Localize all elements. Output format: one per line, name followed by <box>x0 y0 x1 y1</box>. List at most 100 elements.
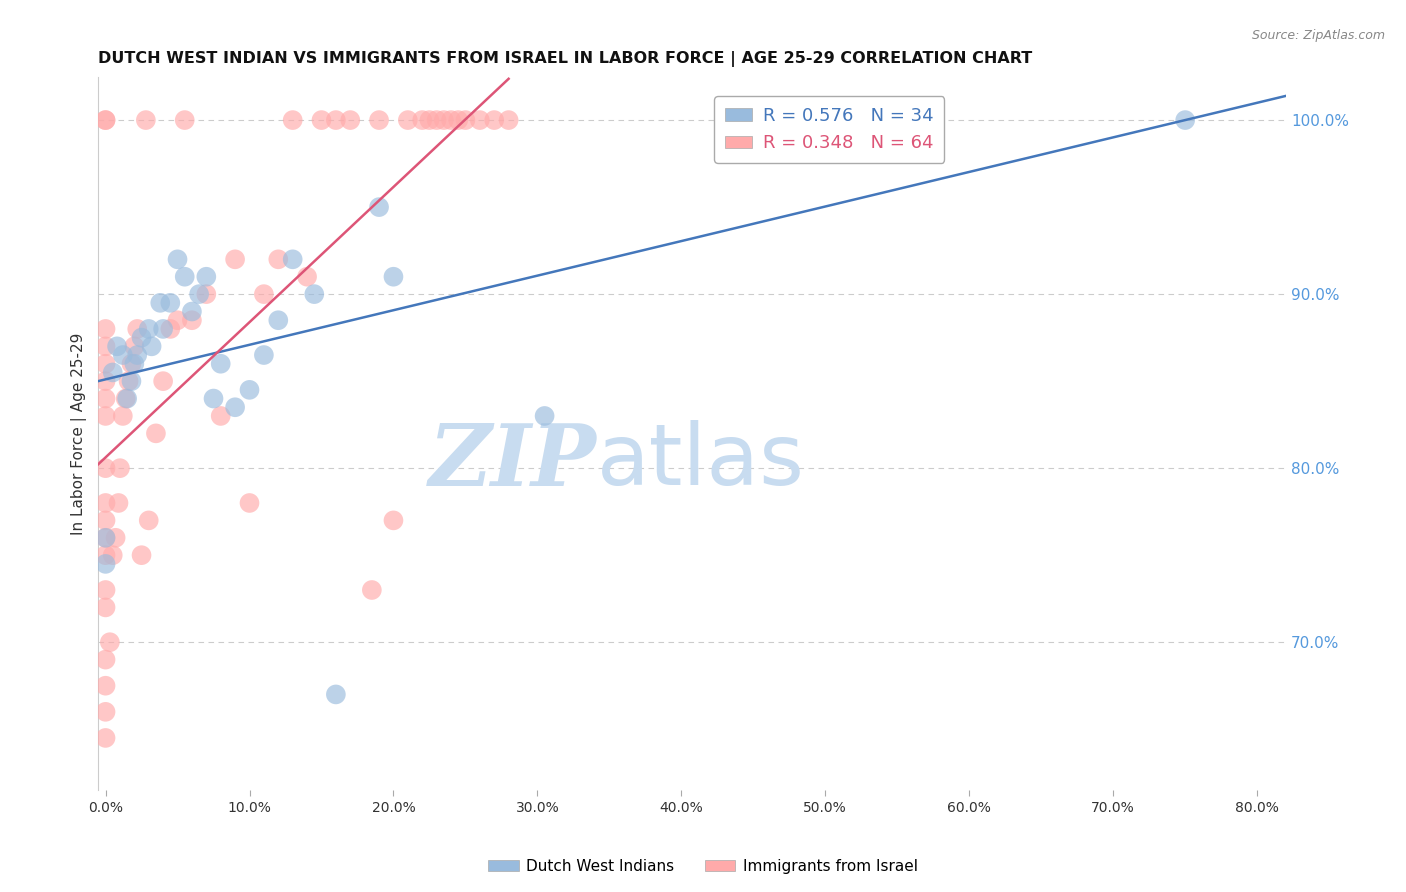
Point <box>484 113 506 128</box>
Point <box>433 113 456 128</box>
Point <box>138 513 160 527</box>
Point <box>181 313 204 327</box>
Point <box>368 113 391 128</box>
Point <box>94 548 117 562</box>
Point <box>533 409 555 423</box>
Point <box>115 392 138 406</box>
Point <box>267 313 290 327</box>
Point <box>98 635 121 649</box>
Point <box>418 113 440 128</box>
Point <box>209 357 232 371</box>
Point <box>101 366 124 380</box>
Point <box>94 531 117 545</box>
Point <box>120 357 142 371</box>
Point <box>94 652 117 666</box>
Point <box>94 339 117 353</box>
Point <box>238 496 260 510</box>
Point <box>94 531 117 545</box>
Point <box>159 322 181 336</box>
Point <box>149 295 172 310</box>
Point <box>447 113 470 128</box>
Point <box>454 113 477 128</box>
Point <box>360 582 382 597</box>
Point <box>124 357 146 371</box>
Point <box>396 113 419 128</box>
Point <box>138 322 160 336</box>
Point <box>101 548 124 562</box>
Point <box>108 461 131 475</box>
Point <box>339 113 361 128</box>
Point <box>124 339 146 353</box>
Legend: Dutch West Indians, Immigrants from Israel: Dutch West Indians, Immigrants from Isra… <box>482 853 924 880</box>
Point <box>173 269 195 284</box>
Point <box>188 287 211 301</box>
Point <box>152 374 174 388</box>
Point <box>94 357 117 371</box>
Point <box>111 409 134 423</box>
Point <box>105 339 128 353</box>
Point <box>468 113 491 128</box>
Point <box>382 513 405 527</box>
Point <box>325 687 347 701</box>
Point <box>94 409 117 423</box>
Point <box>173 113 195 128</box>
Point <box>94 374 117 388</box>
Point <box>120 374 142 388</box>
Point <box>141 339 163 353</box>
Point <box>224 401 246 415</box>
Point <box>94 322 117 336</box>
Point <box>131 548 153 562</box>
Point <box>152 322 174 336</box>
Legend: R = 0.576   N = 34, R = 0.348   N = 64: R = 0.576 N = 34, R = 0.348 N = 64 <box>714 96 945 163</box>
Point <box>181 304 204 318</box>
Text: atlas: atlas <box>598 420 806 503</box>
Point <box>195 287 218 301</box>
Point <box>311 113 333 128</box>
Point <box>209 409 232 423</box>
Point <box>202 392 225 406</box>
Text: DUTCH WEST INDIAN VS IMMIGRANTS FROM ISRAEL IN LABOR FORCE | AGE 25-29 CORRELATI: DUTCH WEST INDIAN VS IMMIGRANTS FROM ISR… <box>98 51 1032 67</box>
Point <box>94 731 117 745</box>
Point <box>107 496 129 510</box>
Point <box>94 461 117 475</box>
Point <box>94 600 117 615</box>
Point <box>104 531 127 545</box>
Point <box>1174 113 1197 128</box>
Point <box>111 348 134 362</box>
Point <box>368 200 391 214</box>
Point <box>224 252 246 267</box>
Point <box>94 557 117 571</box>
Point <box>426 113 449 128</box>
Point <box>440 113 463 128</box>
Text: Source: ZipAtlas.com: Source: ZipAtlas.com <box>1251 29 1385 42</box>
Point <box>127 348 149 362</box>
Point <box>295 269 318 284</box>
Point <box>382 269 405 284</box>
Point <box>195 269 218 284</box>
Point <box>135 113 157 128</box>
Point <box>253 348 276 362</box>
Point <box>267 252 290 267</box>
Point <box>145 426 167 441</box>
Point <box>411 113 433 128</box>
Point <box>94 679 117 693</box>
Point <box>159 295 181 310</box>
Point <box>131 331 153 345</box>
Point <box>828 113 851 128</box>
Point <box>94 113 117 128</box>
Point <box>166 313 188 327</box>
Point <box>166 252 188 267</box>
Point <box>325 113 347 128</box>
Point <box>498 113 520 128</box>
Point <box>238 383 260 397</box>
Y-axis label: In Labor Force | Age 25-29: In Labor Force | Age 25-29 <box>72 332 87 534</box>
Point <box>253 287 276 301</box>
Point <box>117 374 139 388</box>
Point <box>94 705 117 719</box>
Point <box>94 582 117 597</box>
Point <box>114 392 136 406</box>
Point <box>304 287 326 301</box>
Point <box>94 513 117 527</box>
Point <box>94 113 117 128</box>
Point <box>94 496 117 510</box>
